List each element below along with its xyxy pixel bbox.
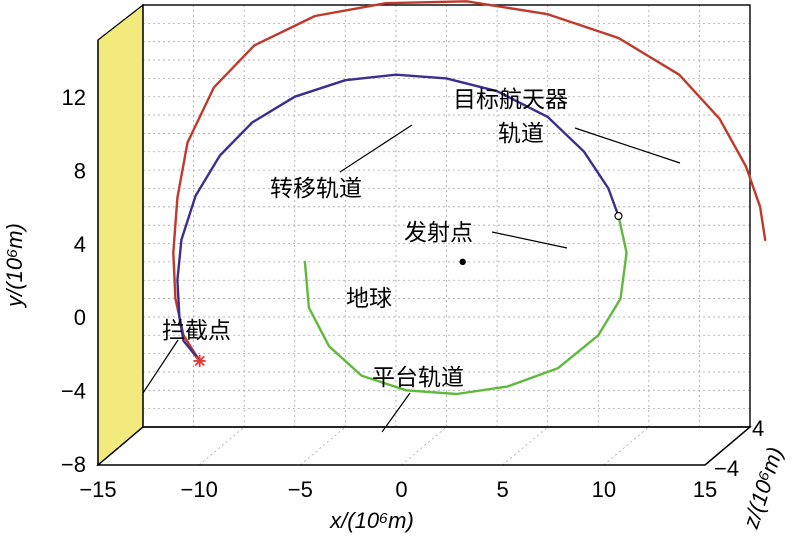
y-tick-label: −4: [61, 379, 86, 404]
label-platform-orbit: 平台轨道: [372, 365, 464, 391]
grid-line-floor: [502, 426, 548, 466]
series-group: [172, 0, 767, 396]
depth-axis-line: [704, 426, 751, 466]
y-axis-label: y/(10⁶m): [2, 223, 27, 309]
leader-platform-orbit: [381, 392, 411, 433]
z-axis-label: z/(10⁶m): [738, 444, 788, 532]
leader-transfer-orbit: [339, 124, 413, 173]
intercept-point-marker: [193, 354, 206, 367]
launch-point-marker: [614, 211, 623, 221]
y-tick-label: 8: [74, 158, 86, 183]
side-wall: [97, 3, 144, 467]
y-tick-label: 4: [74, 232, 86, 257]
z-tick-neg4: −4: [714, 456, 739, 481]
x-tick-label: −15: [79, 477, 116, 502]
y-tick-label: −8: [61, 452, 86, 477]
x-tick-label: 0: [395, 477, 407, 502]
x-tick-label: 15: [693, 477, 717, 502]
grid-line-floor: [401, 426, 447, 466]
series-line: [172, 0, 767, 363]
label-earth: 地球: [346, 286, 392, 312]
leader-target-orbit: [574, 127, 681, 164]
y-tick-label: 12: [62, 85, 86, 110]
x-tick-label: −5: [288, 477, 313, 502]
grid-line-floor: [198, 426, 245, 466]
label-intercept-point: 拦截点: [162, 318, 231, 344]
x-tick-label: −10: [181, 477, 218, 502]
series-line: [303, 214, 628, 396]
x-tick-label: 5: [497, 477, 509, 502]
label-transfer-orbit: 转移轨道: [270, 176, 362, 202]
earth-marker: [459, 258, 466, 266]
grid-line-floor: [300, 426, 346, 466]
leader-launch-point: [491, 231, 568, 249]
x-tick-labels: −15 −10 −5 0 5 10 15: [79, 477, 717, 502]
z-tick-4: 4: [752, 416, 764, 441]
points-group: [193, 211, 623, 367]
x-axis-label: x/(10⁶m): [329, 508, 414, 533]
grid-line-floor: [603, 426, 650, 466]
label-target-orbit-line1: 目标航天器: [453, 87, 568, 113]
series-line: [176, 73, 620, 363]
y-tick-label: 0: [74, 305, 86, 330]
x-tick-label: 10: [592, 477, 616, 502]
y-tick-labels: −8 −4 0 4 8 12: [61, 85, 86, 477]
label-target-orbit-line2: 轨道: [498, 121, 544, 147]
leader-intercept-point: [142, 339, 179, 394]
label-launch-point: 发射点: [404, 220, 473, 246]
floor-frame: [96, 426, 752, 466]
